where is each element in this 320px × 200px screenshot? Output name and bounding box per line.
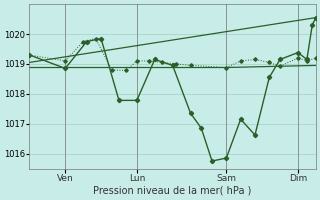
X-axis label: Pression niveau de la mer( hPa ): Pression niveau de la mer( hPa ) [93,186,252,196]
